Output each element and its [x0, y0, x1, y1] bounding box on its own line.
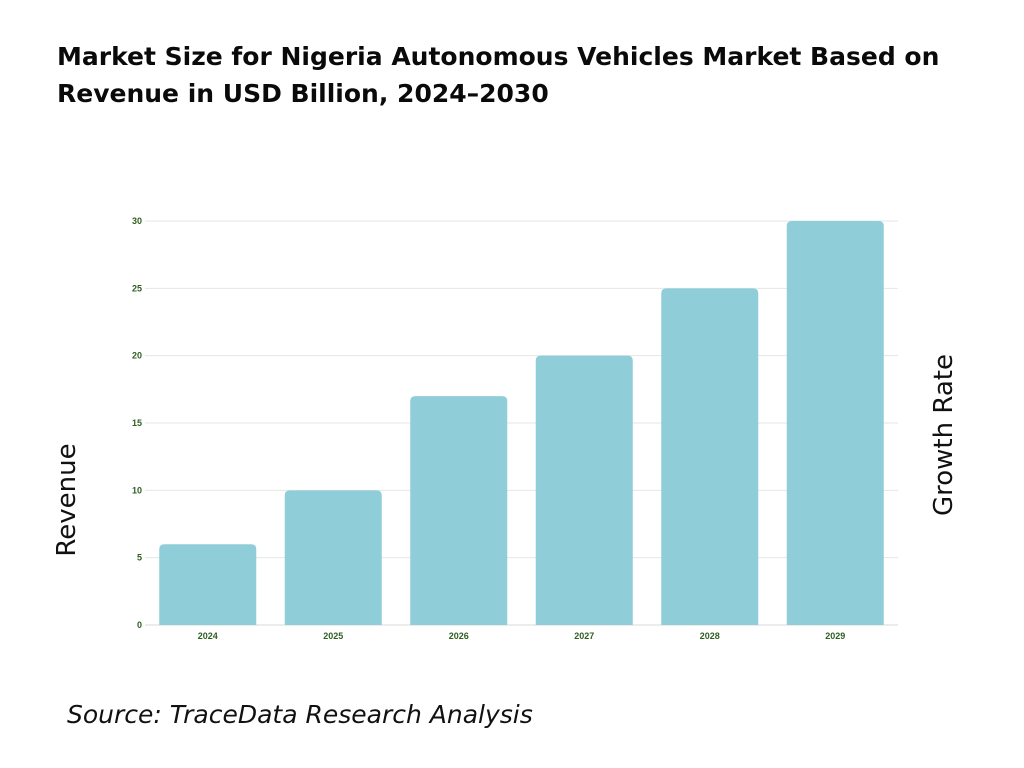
y-tick-label: 15 — [132, 418, 142, 428]
grid-lines — [145, 220, 898, 626]
bar-2026 — [410, 396, 508, 625]
x-tick-label: 2028 — [700, 631, 720, 641]
x-axis-ticks: 2024 2025 2026 2027 2028 2029 — [198, 631, 846, 641]
y-tick-label: 0 — [137, 620, 142, 630]
x-tick-label: 2027 — [574, 631, 594, 641]
y-axis-label: Revenue — [52, 443, 82, 557]
bar-2024 — [159, 544, 257, 625]
page-title: Market Size for Nigeria Autonomous Vehic… — [57, 42, 940, 108]
bars — [159, 221, 884, 625]
y-tick-label: 20 — [132, 351, 142, 361]
y-tick-label: 10 — [132, 485, 142, 495]
y-axis-ticks: 0 5 10 15 20 25 30 — [132, 216, 142, 630]
x-tick-label: 2029 — [825, 631, 845, 641]
y-tick-label: 5 — [137, 553, 142, 563]
secondary-y-axis-label: Growth Rate — [929, 354, 959, 516]
y-tick-label: 25 — [132, 283, 142, 293]
x-tick-label: 2024 — [198, 631, 218, 641]
bar-2025 — [284, 490, 382, 625]
x-tick-label: 2026 — [449, 631, 469, 641]
source-note: Source: TraceData Research Analysis — [67, 700, 533, 729]
y-tick-label: 30 — [132, 216, 142, 226]
bar-2029 — [786, 221, 884, 625]
x-tick-label: 2025 — [323, 631, 343, 641]
bar-2027 — [535, 355, 633, 625]
bar-2028 — [661, 288, 759, 625]
